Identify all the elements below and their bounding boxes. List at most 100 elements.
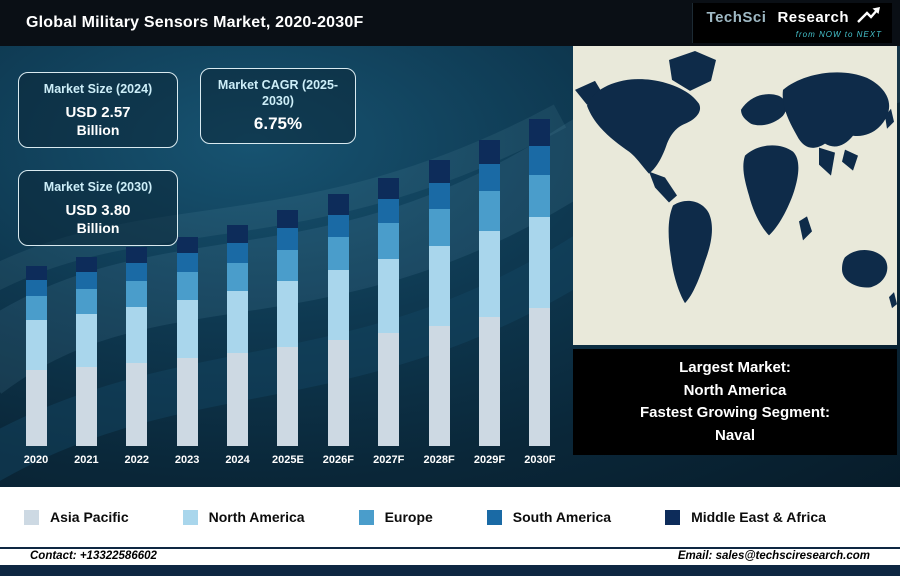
islands-new-zealand [889,292,897,309]
bar-segment-asia-pacific [428,325,450,446]
bar-stack-2025e [277,210,299,446]
bar-segment-north-america [529,217,551,309]
legend-item-north-america: North America [182,509,305,525]
island-madagascar [799,216,812,241]
bar-segment-europe [327,237,349,270]
logo-brand-primary: TechSci [706,9,767,26]
legend-swatch-middle-east-africa [665,509,681,525]
bar-stack-2026f [327,194,349,446]
contact-phone: Contact: +13322586602 [30,550,157,562]
bar-segment-asia-pacific [75,366,97,446]
bar-segment-south-america [327,214,349,238]
bar-segment-north-america [479,231,501,317]
bar-segment-middle-east-africa [327,194,349,215]
stat-label: Market CAGR (2025-2030) [217,78,339,108]
bar-segment-europe [126,280,148,307]
logo-brand-secondary: Research [777,9,849,26]
arrow-mountain-icon [856,6,882,29]
continent-australia [842,249,888,288]
legend-item-asia-pacific: Asia Pacific [24,509,129,525]
chart-column-2029f: 2029F [468,139,512,466]
bar-segment-asia-pacific [277,347,299,446]
bar-segment-north-america [75,313,97,367]
bar-stack-2020 [25,265,47,446]
x-axis-label: 2026F [322,454,354,466]
bar-segment-north-america [378,258,400,334]
bottom-accent-bar [0,565,900,576]
legend-swatch-north-america [182,509,198,525]
world-map [573,46,897,345]
bar-segment-south-america [126,262,148,281]
continent-europe [741,94,787,126]
continent-asia [782,72,890,148]
continent-north-america [587,79,701,174]
page-title: Global Military Sensors Market, 2020-203… [26,14,364,31]
chart-column-2025e: 2025E [266,210,310,466]
bar-segment-north-america [327,269,349,341]
techsci-logo: TechSci Research from NOW to NEXT [691,3,892,43]
x-axis-label: 2029F [473,454,506,466]
contact-email: Email: sales@techsciresearch.com [677,550,870,562]
map-continents [575,50,897,309]
caption-line: North America [683,381,787,399]
bar-segment-middle-east-africa [75,256,97,272]
caption-line: Fastest Growing Segment: [639,404,831,421]
bar-segment-europe [25,296,47,320]
footer-bar: Contact: +13322586602 Email: sales@techs… [0,547,900,563]
bar-segment-europe [75,288,97,314]
bar-segment-middle-east-africa [378,177,400,200]
islands-japan [885,108,894,129]
bar-stack-2022 [126,247,148,446]
bar-segment-south-america [479,163,501,192]
bar-segment-south-america [25,280,47,297]
chart-column-2022: 2022 [115,247,159,466]
chart-column-2030f: 2030F [518,119,562,466]
chart-column-2023: 2023 [165,237,209,466]
continent-south-america [668,200,712,304]
x-axis-label: 2022 [124,454,150,466]
continent-africa [743,145,799,236]
bar-segment-south-america [227,243,249,263]
bar-segment-north-america [25,319,47,371]
region-southeast-asia [842,149,858,171]
bar-segment-europe [529,175,551,218]
bar-stack-2027f [378,177,400,446]
bar-stack-2023 [176,237,198,446]
x-axis-label: 2024 [225,454,250,466]
bar-segment-europe [479,191,501,231]
continent-central-america [649,171,677,203]
bar-segment-europe [428,208,450,246]
bar-segment-asia-pacific [25,370,47,446]
x-axis-label: 2020 [23,454,49,466]
bar-stack-2024 [227,224,249,446]
caption-line: Largest Market: [679,359,791,376]
legend-item-europe: Europe [358,509,433,525]
chart-column-2026f: 2026F [316,194,360,466]
bar-segment-asia-pacific [126,362,148,446]
bar-segment-north-america [428,245,450,326]
chart-column-2024: 2024 [216,224,260,466]
largest-market-caption: Largest Market: North America Fastest Gr… [573,349,897,455]
bar-segment-north-america [126,306,148,363]
stat-box-market-cagr: Market CAGR (2025-2030) 6.75% [200,68,356,145]
stacked-bar-chart: 2020 2021 2022 2023 2024 2025E 2026F 2027F 2028F… [14,118,562,466]
bar-stack-2029f [479,139,501,446]
subcontinent-india [819,147,835,176]
bar-segment-south-america [277,228,299,250]
chart-legend: Asia Pacific North America Europe South Ame… [0,487,900,547]
caption-line: Naval [714,426,756,444]
stat-value: 6.75% [253,114,303,134]
bar-segment-asia-pacific [529,308,551,446]
bar-segment-asia-pacific [327,340,349,446]
bar-segment-asia-pacific [227,353,249,446]
bar-segment-asia-pacific [378,333,400,446]
x-axis-label: 2030F [524,454,556,466]
bar-segment-asia-pacific [479,317,501,446]
bar-segment-middle-east-africa [529,119,551,146]
stat-box-market-size-2030: Market Size (2030) USD 3.80 Billion [18,170,178,247]
stat-box-market-size-2024: Market Size (2024) USD 2.57 Billion [18,72,178,149]
bar-segment-north-america [277,280,299,348]
x-axis-label: 2027F [373,454,405,466]
bar-segment-middle-east-africa [277,210,299,229]
bar-segment-north-america [176,299,198,359]
